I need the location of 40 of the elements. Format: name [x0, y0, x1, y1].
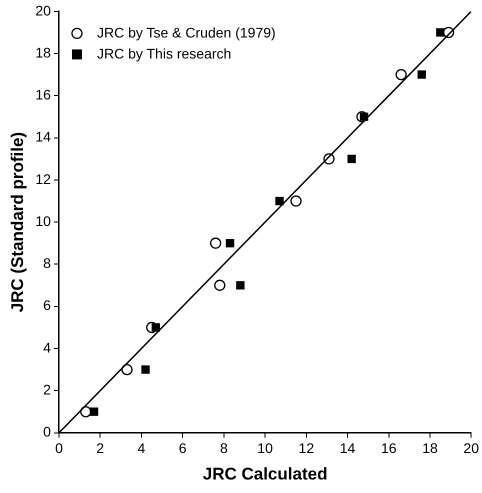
legend-label: JRC by Tse & Cruden (1979) [96, 24, 276, 40]
x-tick-label: 0 [55, 440, 64, 456]
x-tick-label: 6 [178, 440, 187, 456]
y-tick-label: 6 [43, 297, 52, 314]
x-tick-label: 8 [220, 440, 228, 456]
point [347, 154, 356, 164]
x-tick-label: 4 [138, 440, 146, 456]
point [442, 26, 454, 38]
point [121, 364, 133, 376]
x-tick-label: 20 [463, 440, 480, 456]
point [80, 406, 92, 418]
y-tick-label: 18 [35, 44, 52, 60]
y-tick-label: 12 [35, 170, 52, 187]
y-tick-label: 8 [43, 255, 52, 272]
y-tick-label: 16 [35, 86, 52, 103]
x-axis-title: JRC Calculated [202, 464, 328, 484]
x-tick-label: 18 [422, 440, 438, 456]
point [146, 322, 158, 334]
y-tick-label: 10 [35, 212, 52, 229]
y-tick-label: 4 [43, 339, 52, 356]
point [290, 195, 302, 207]
x-tick-label: 14 [340, 440, 356, 456]
point [395, 68, 407, 80]
point [226, 238, 234, 248]
point [210, 238, 222, 249]
point [214, 280, 226, 291]
x-tick-label: 2 [96, 440, 104, 456]
x-tick-label: 16 [380, 440, 397, 456]
point [323, 153, 335, 165]
legend-label: JRC by This research [96, 45, 232, 62]
y-axis-title: JRC (Standard profile) [8, 132, 27, 312]
y-tick-label: 0 [43, 424, 52, 440]
point [418, 70, 426, 79]
y-tick-label: 20 [35, 2, 52, 18]
point [236, 281, 245, 290]
y-tick-label: 14 [35, 128, 52, 145]
x-tick-label: 12 [298, 440, 314, 456]
point [141, 365, 150, 374]
y-tick-label: 2 [43, 382, 52, 398]
x-tick-label: 10 [257, 440, 274, 456]
